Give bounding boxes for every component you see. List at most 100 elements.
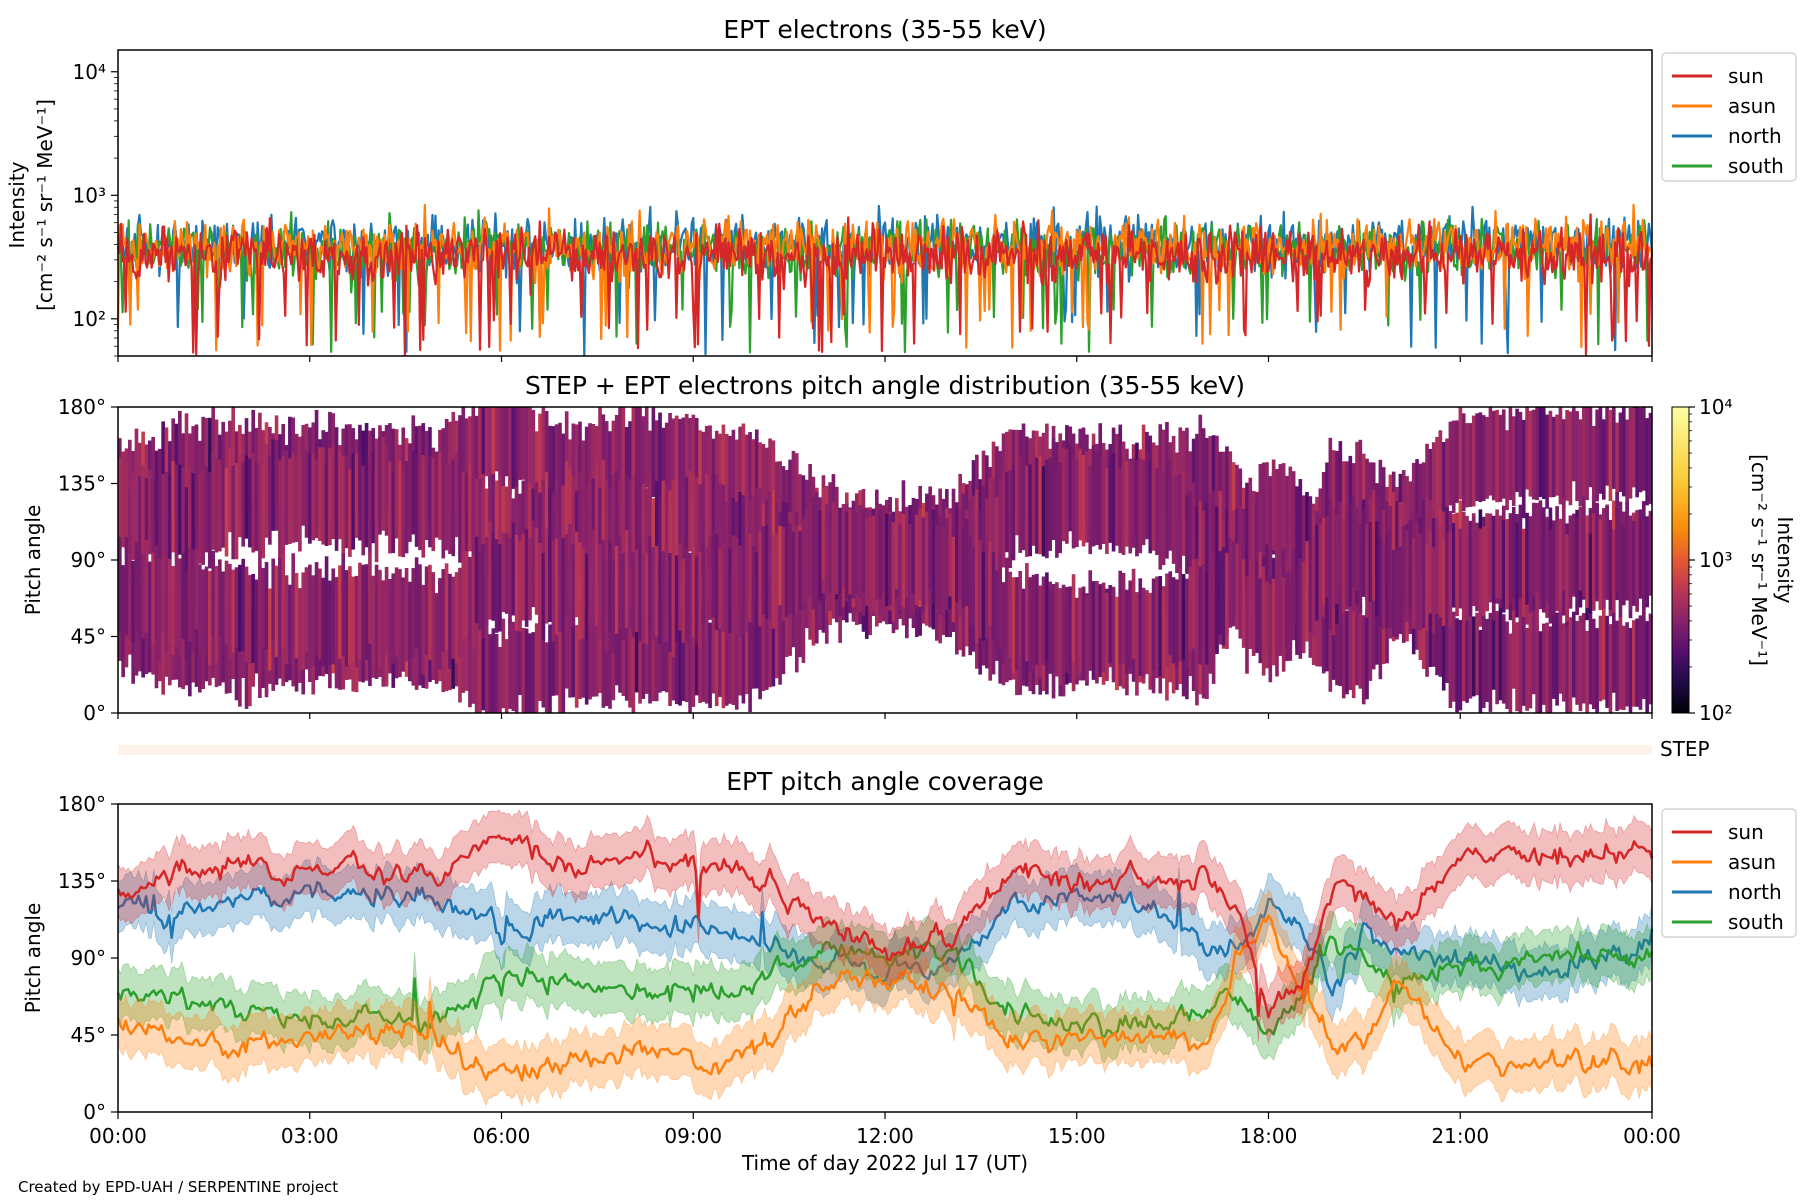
pad-cell — [384, 444, 389, 536]
intensity-ytick-label: 10³ — [73, 183, 106, 207]
pad-cell — [468, 416, 472, 505]
pad-cell — [1381, 467, 1386, 551]
pad-cell — [945, 518, 949, 610]
pad-cell — [124, 537, 129, 636]
pad-cell — [374, 564, 379, 654]
pad-cell — [308, 564, 312, 660]
pad-cell — [448, 573, 452, 669]
pad-cell — [1201, 428, 1206, 523]
pad-cell — [668, 553, 672, 652]
pad-cell — [661, 480, 666, 575]
pad-cell — [1091, 445, 1096, 547]
pad-cell — [698, 484, 702, 570]
pad-cell — [684, 546, 689, 641]
pad-cell — [1588, 612, 1593, 705]
pad-cell — [671, 618, 676, 701]
pad-cell — [1575, 517, 1579, 615]
pad-cell — [978, 539, 982, 639]
pad-cell — [1218, 490, 1223, 588]
pad-cell — [734, 439, 739, 535]
pad-cell — [1048, 458, 1053, 551]
pad-cell — [614, 470, 619, 559]
pad-cell — [761, 607, 766, 691]
pad-cell — [391, 573, 396, 664]
pad-cell — [534, 623, 539, 713]
pad-cell — [371, 575, 376, 665]
pad-cell — [1538, 500, 1543, 599]
pad-cell — [824, 504, 829, 594]
pad-cell — [1615, 492, 1619, 593]
pad-cell — [558, 535, 562, 632]
pad-cell — [188, 601, 192, 697]
pad-cell — [1581, 496, 1586, 597]
pad-cell — [801, 567, 806, 663]
pad-cell — [161, 554, 165, 633]
pad-cell — [1198, 566, 1203, 665]
pad-cell — [258, 412, 262, 502]
pad-cell — [684, 413, 689, 500]
pad-cell — [611, 474, 616, 560]
pad-cell — [1125, 461, 1129, 547]
pad-cell — [1438, 595, 1443, 677]
pad-cell — [1578, 506, 1583, 591]
pad-cell — [1361, 509, 1366, 597]
pad-cell — [1188, 566, 1193, 650]
pad-cell — [304, 450, 309, 538]
pad-cell — [1591, 513, 1596, 611]
pad-cell — [274, 439, 279, 531]
pad-cell — [178, 410, 182, 504]
step-coverage-bar — [118, 745, 1652, 755]
coverage-line-south — [116, 935, 1654, 1038]
pad-cell — [601, 540, 606, 632]
coverage-xtick-label: 21:00 — [1431, 1124, 1489, 1148]
pad-cell — [1628, 407, 1633, 499]
pad-cell — [1345, 511, 1349, 590]
pad-cell — [1508, 633, 1513, 713]
pad-cell — [231, 569, 236, 653]
pad-cell — [461, 471, 466, 558]
pad-cell — [524, 529, 529, 627]
pad-cell — [294, 456, 299, 543]
pad-cell — [478, 478, 482, 569]
pad-cell — [1331, 450, 1336, 542]
pad-cell — [808, 503, 812, 596]
pad-cell — [1501, 614, 1506, 704]
pad-cell — [291, 452, 296, 543]
pad-cell — [368, 551, 372, 644]
pad-cell — [484, 488, 489, 579]
pad-cell — [381, 437, 386, 531]
pad-cell — [368, 458, 372, 553]
pad-cell — [191, 473, 195, 564]
coverage-xtick-label: 03:00 — [281, 1124, 339, 1148]
pad-cell — [1375, 521, 1379, 617]
pad-cell — [181, 604, 185, 690]
pad-cell — [311, 453, 316, 541]
pad-cell — [244, 455, 249, 539]
pad-cell — [1428, 449, 1433, 552]
pad-cell — [798, 564, 802, 658]
pad-cell — [551, 540, 556, 642]
pad-cell — [374, 469, 379, 563]
pad-cell — [1548, 410, 1553, 498]
pad-cell — [1481, 415, 1486, 501]
pad-cell — [648, 472, 652, 567]
pad-cell — [268, 455, 272, 545]
pad-cell — [1621, 526, 1626, 606]
pad-cell — [718, 483, 722, 564]
pad-cell — [1148, 592, 1153, 676]
pad-cell — [714, 609, 719, 707]
pad-cell — [1418, 533, 1423, 631]
pad-cell — [1568, 515, 1573, 609]
pad-cell — [1361, 453, 1366, 543]
pad-cell — [1528, 516, 1533, 613]
pad-cell — [1141, 587, 1146, 679]
pad-cell — [1521, 419, 1526, 519]
pad-cell — [541, 619, 546, 708]
coverage-panel-title: EPT pitch angle coverage — [726, 767, 1044, 796]
pad-cell — [371, 451, 376, 544]
pad-cell — [648, 430, 652, 512]
pad-cell — [1625, 501, 1629, 598]
pad-cell — [438, 578, 442, 670]
pad-cell — [1275, 581, 1279, 677]
pad-cell — [678, 607, 682, 706]
